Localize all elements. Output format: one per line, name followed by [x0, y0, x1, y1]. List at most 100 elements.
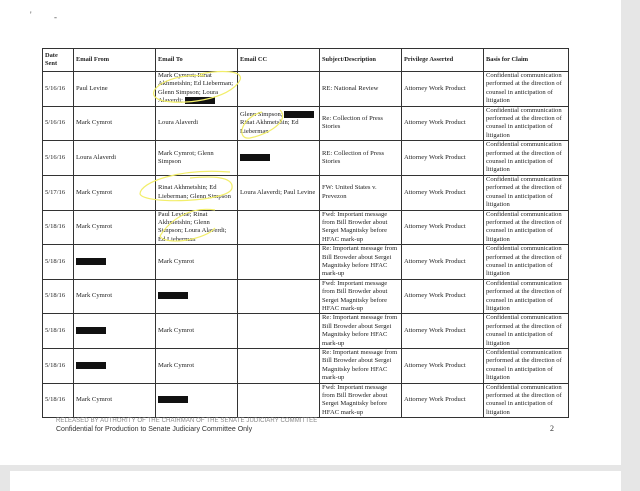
release-notice: RELEASED BY AUTHORITY OF THE CHAIRMAN OF… [56, 418, 318, 424]
column-header: Email From [73, 48, 156, 72]
cell-cc [237, 71, 320, 107]
cell-date: 5/18/16 [42, 348, 74, 384]
cell-basis: Confidential communication performed at … [483, 348, 569, 384]
cell-to: Mark Cymrot; Rinat Akhmetshin; Ed Lieber… [155, 71, 238, 107]
cell-from [73, 313, 156, 350]
cell-date: 5/18/16 [42, 244, 74, 280]
cell-text: Mark Cymrot [158, 327, 195, 334]
cell-date: 5/18/16 [42, 278, 74, 315]
confidential-notice: Confidential for Production to Senate Ju… [56, 426, 253, 433]
cell-date: 5/16/16 [42, 140, 74, 176]
cell-text: Mark Cymrot [76, 119, 113, 127]
cell-to: Mark Cymrot; Glenn Simpson [155, 140, 238, 176]
cell-from: Paul Levine [73, 71, 156, 107]
cell-basis: Confidential communication performed at … [483, 71, 569, 107]
table-row: 5/18/16 Mark Cymrot Fwd: Important message… [42, 382, 569, 419]
cell-from: Mark Cymrot [73, 174, 156, 211]
cell-text: Paul Levine; Rinat Akhmetshin; Glenn Sim… [158, 210, 227, 243]
cell-subject: Fwd: Important message from Bill Browder… [319, 382, 402, 419]
cell-privilege: Attorney Work Product [401, 71, 484, 107]
column-header: Email CC [237, 48, 320, 72]
table-row: 5/18/16 Mark Cymrot Re: Important message … [42, 348, 569, 384]
cell-date: 5/16/16 [42, 71, 74, 107]
cell-basis: Confidential communication performed at … [483, 382, 569, 419]
cell-subject: Re: Important message from Bill Browder … [319, 313, 402, 350]
cell-subject: Re: Collection of Press Stories [319, 105, 402, 142]
scan-speck: ' [30, 10, 32, 20]
cell-text: Rinat Akhmetshin; Ed Lieberman [240, 119, 299, 135]
cell-cc [237, 278, 320, 315]
cell-to [155, 278, 238, 315]
cell-subject: Re: Important message from Bill Browder … [319, 244, 402, 280]
cell-privilege: Attorney Work Product [401, 174, 484, 211]
cell-basis: Confidential communication performed at … [483, 313, 569, 350]
table-row: 5/16/16 Loura Alaverdi Mark Cymrot; Glenn … [42, 140, 569, 176]
redaction-bar [76, 361, 106, 369]
column-header: Date Sent [42, 48, 74, 72]
cell-basis: Confidential communication performed at … [483, 278, 569, 315]
cell-privilege: Attorney Work Product [401, 105, 484, 142]
cell-to: Rinat Akhmetshin; Ed Lieberman; Glenn Si… [155, 174, 238, 211]
cell-text: Paul Levine [76, 84, 108, 92]
cell-from: Mark Cymrot [73, 105, 156, 142]
cell-text: Rinat Akhmetshin; Ed Lieberman; Glenn Si… [158, 184, 231, 200]
cell-privilege: Attorney Work Product [401, 140, 484, 176]
cell-cc [237, 313, 320, 350]
cell-from [73, 244, 156, 280]
table-row: 5/16/16 Mark Cymrot Loura Alaverdi Glenn Si… [42, 105, 569, 142]
table-header-row: Date Sent Email From Email To Email CC Subje… [42, 48, 569, 72]
cell-from: Mark Cymrot [73, 278, 156, 315]
cell-subject: FW: United States v. Prevezon [319, 174, 402, 211]
cell-cc [237, 348, 320, 384]
redaction-bar [76, 257, 106, 265]
redaction-bar [158, 396, 188, 404]
column-header: Basis for Claim [483, 48, 569, 72]
cell-cc [237, 140, 320, 176]
cell-date: 5/18/16 [42, 382, 74, 419]
column-header: Privilege Asserted [401, 48, 484, 72]
cell-basis: Confidential communication performed at … [483, 105, 569, 142]
cell-text: Glenn Simpson; [240, 110, 285, 118]
cell-text: Mark Cymrot [158, 257, 195, 265]
cell-cc: Glenn Simpson; Rinat Akhmetshin; Ed Lieb… [237, 105, 320, 142]
page-number: 2 [550, 424, 554, 433]
cell-privilege: Attorney Work Product [401, 244, 484, 280]
cell-basis: Confidential communication performed at … [483, 244, 569, 280]
table-row: 5/18/16 Mark Cymrot Re: Important message … [42, 244, 569, 280]
cell-date: 5/18/16 [42, 209, 74, 246]
cell-to: Loura Alaverdi [155, 105, 238, 142]
redaction-bar [240, 153, 270, 161]
cell-date: 5/18/16 [42, 313, 74, 350]
cell-to [155, 382, 238, 419]
cell-from: Mark Cymrot [73, 382, 156, 419]
cell-from: Mark Cymrot [73, 209, 156, 246]
cell-subject: Re: Important message from Bill Browder … [319, 348, 402, 384]
redaction-bar [284, 110, 315, 118]
cell-privilege: Attorney Work Product [401, 382, 484, 419]
cell-privilege: Attorney Work Product [401, 313, 484, 350]
document-page: ' - Date Sent Email From Email To Email CC S… [0, 0, 621, 465]
cell-subject: Fwd: Important message from Bill Browder… [319, 278, 402, 315]
cell-basis: Confidential communication performed at … [483, 174, 569, 211]
next-page [10, 471, 621, 491]
cell-text: Mark Cymrot [76, 223, 113, 231]
cell-subject: RE: Collection of Press Stories [319, 140, 402, 176]
table-row: 5/16/16 Paul Levine Mark Cymrot; Rinat Akh… [42, 71, 569, 107]
cell-privilege: Attorney Work Product [401, 278, 484, 315]
cell-to: Mark Cymrot [155, 244, 238, 280]
cell-text: Loura Alaverdi; Paul Levine [240, 188, 316, 196]
table-row: 5/18/16 Mark Cymrot Paul Levine; Rinat Akh… [42, 209, 569, 246]
cell-cc [237, 244, 320, 280]
cell-from [73, 348, 156, 384]
redaction-bar [76, 326, 106, 334]
cell-privilege: Attorney Work Product [401, 209, 484, 246]
cell-from: Loura Alaverdi [73, 140, 156, 176]
privilege-log-table: Date Sent Email From Email To Email CC Subje… [42, 48, 569, 419]
cell-date: 5/16/16 [42, 105, 74, 142]
cell-text: Loura Alaverdi [76, 153, 117, 161]
cell-text: Mark Cymrot; Glenn Simpson [158, 149, 214, 166]
cell-privilege: Attorney Work Product [401, 348, 484, 384]
cell-text: Mark Cymrot [76, 188, 113, 196]
redaction-bar [184, 97, 215, 105]
cell-to: Mark Cymrot [155, 313, 238, 350]
